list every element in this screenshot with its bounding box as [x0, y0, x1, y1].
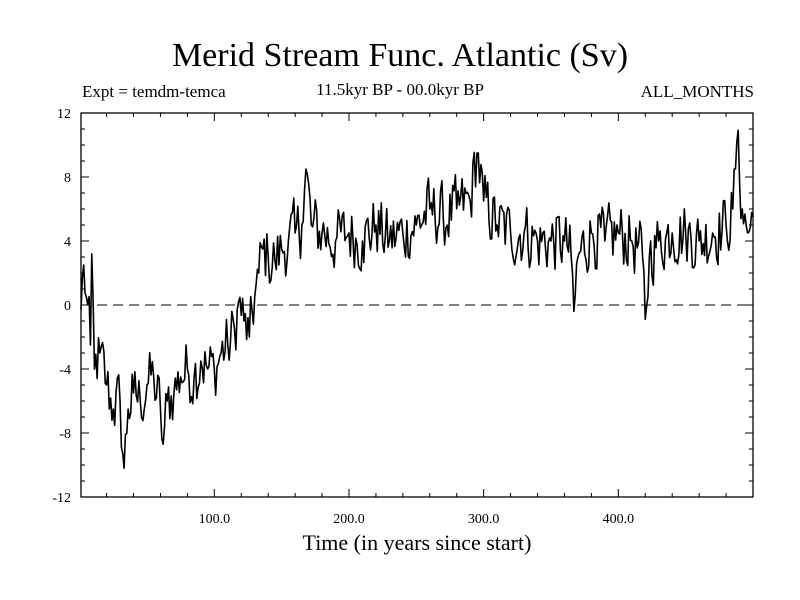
y-tick-label: 8: [64, 171, 71, 186]
x-tick-label: 400.0: [603, 512, 635, 527]
axis-tick-labels: -12 -8 -4 0 4 8 12 100.0 200.0 300.0 400.0: [52, 107, 634, 527]
chart-title: Merid Stream Func. Atlantic (Sv): [171, 37, 629, 74]
y-tick-label: -8: [59, 427, 71, 442]
y-tick-label: 12: [57, 107, 71, 122]
experiment-label: Expt = temdm-temca: [82, 82, 226, 101]
y-tick-label: -12: [52, 491, 71, 506]
y-tick-label: -4: [59, 363, 71, 378]
x-tick-label: 200.0: [333, 512, 365, 527]
x-tick-label: 100.0: [199, 512, 231, 527]
x-axis-label: Time (in years since start): [302, 530, 532, 555]
months-label: ALL_MONTHS: [640, 82, 754, 101]
y-tick-label: 0: [64, 299, 71, 314]
series-line: [80, 129, 754, 469]
y-tick-label: 4: [64, 235, 71, 250]
x-tick-label: 300.0: [468, 512, 500, 527]
time-range-label: 11.5kyr BP - 00.0kyr BP: [316, 80, 484, 99]
